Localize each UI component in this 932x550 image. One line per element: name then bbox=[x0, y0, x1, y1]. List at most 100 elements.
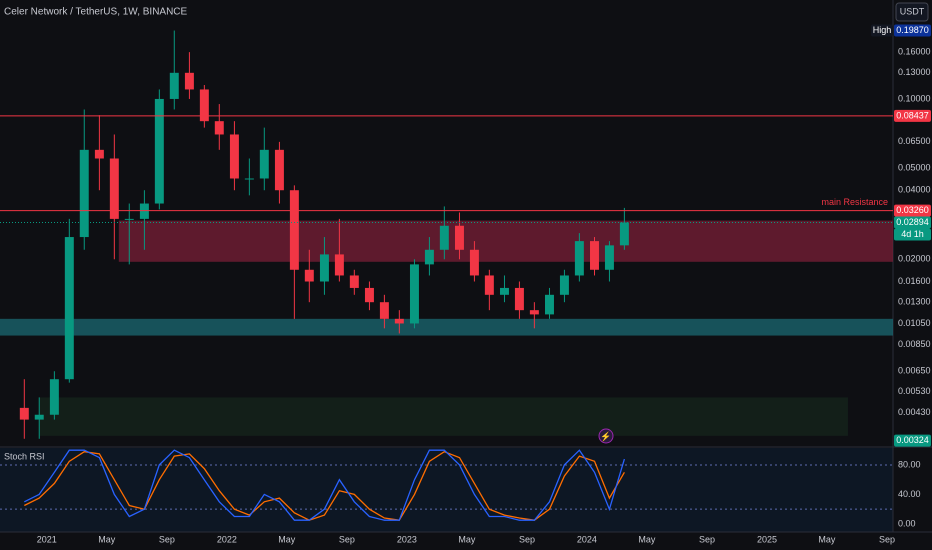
price-tag: High bbox=[873, 25, 892, 35]
price-label: 0.00324 bbox=[896, 435, 929, 445]
x-tick-label: Sep bbox=[339, 534, 355, 544]
candle-body bbox=[64, 237, 74, 380]
candle-body bbox=[244, 178, 254, 180]
price-label: 0.02894 bbox=[896, 217, 929, 227]
y-tick-label: 0.00430 bbox=[898, 407, 931, 417]
y-tick-label: 0.00650 bbox=[898, 366, 931, 376]
price-label-box bbox=[894, 24, 931, 37]
y-tick-label: 0.04000 bbox=[898, 185, 931, 195]
candle-body bbox=[349, 275, 359, 288]
candle-body bbox=[34, 414, 44, 420]
candle-body bbox=[259, 149, 269, 179]
zone bbox=[39, 397, 848, 436]
candle-body bbox=[19, 407, 29, 420]
y-tick-label: 0.16000 bbox=[898, 47, 931, 57]
candle-body bbox=[214, 121, 224, 135]
alert-icon-glyph[interactable]: ⚡ bbox=[600, 430, 611, 442]
y-tick-label: 0.01050 bbox=[898, 318, 931, 328]
price-label-box bbox=[894, 216, 931, 229]
candle-body bbox=[139, 203, 149, 219]
candle-body bbox=[289, 190, 299, 270]
candle-body bbox=[304, 269, 314, 282]
x-tick-label: 2025 bbox=[757, 534, 777, 544]
x-tick-label: 2023 bbox=[397, 534, 417, 544]
candle-body bbox=[229, 134, 239, 179]
x-tick-label: 2021 bbox=[37, 534, 57, 544]
chart-title: Celer Network / TetherUS, 1W, BINANCE bbox=[4, 7, 188, 18]
price-label: 0.03260 bbox=[896, 205, 929, 215]
indicator-title: Stoch RSI bbox=[4, 451, 45, 461]
zone bbox=[118, 220, 894, 262]
x-tick-label: May bbox=[638, 534, 656, 544]
candle-body bbox=[49, 379, 59, 415]
countdown-box bbox=[894, 228, 931, 241]
candle-body bbox=[619, 222, 629, 246]
plot-layer: 0.16000 0.13000 0.10000 0.06500 0.05000 0.040… bbox=[0, 24, 931, 544]
candle-body bbox=[529, 310, 539, 315]
price-label-box bbox=[894, 109, 931, 122]
zone bbox=[0, 318, 893, 336]
stoch-line bbox=[24, 450, 625, 521]
candle-body bbox=[559, 275, 569, 295]
candle-body bbox=[409, 264, 419, 324]
candle-body bbox=[574, 241, 584, 276]
candle-body bbox=[424, 249, 434, 265]
y-tick-label: 0.00850 bbox=[898, 339, 931, 349]
candle-body bbox=[184, 72, 194, 90]
y-tick-label: 0.10000 bbox=[898, 93, 931, 103]
candle-body bbox=[439, 225, 449, 250]
x-tick-label: May bbox=[818, 534, 836, 544]
price-label: 0.19870 bbox=[896, 25, 929, 35]
y-tick-label: 80.00 bbox=[898, 459, 921, 469]
x-tick-label: 2024 bbox=[577, 534, 597, 544]
candle-body bbox=[319, 254, 329, 282]
y-tick-label: 0.00530 bbox=[898, 386, 931, 396]
alert-icon[interactable] bbox=[598, 428, 614, 444]
y-tick-label: 0.01600 bbox=[898, 276, 931, 286]
y-tick-label: 0.13000 bbox=[898, 67, 931, 77]
currency-label[interactable]: USDT bbox=[900, 6, 925, 16]
x-tick-label: May bbox=[98, 534, 116, 544]
indicator-pane bbox=[0, 448, 893, 532]
price-label-box bbox=[894, 204, 931, 217]
x-tick-label: Sep bbox=[519, 534, 535, 544]
x-tick-label: Sep bbox=[699, 534, 715, 544]
candle-body bbox=[484, 275, 494, 295]
candle-body bbox=[604, 245, 614, 270]
x-tick-label: May bbox=[458, 534, 476, 544]
candle-body bbox=[469, 249, 479, 276]
x-tick-label: 2022 bbox=[217, 534, 237, 544]
candle-body bbox=[274, 149, 284, 191]
candle-body bbox=[590, 241, 599, 270]
candle-body bbox=[199, 89, 209, 122]
stoch-line bbox=[24, 449, 626, 521]
y-tick-label: 0.05000 bbox=[898, 162, 931, 172]
candle-body bbox=[154, 98, 164, 204]
candle-body bbox=[379, 302, 389, 319]
annotation: main Resistance bbox=[821, 197, 888, 207]
candle-body bbox=[94, 149, 104, 159]
y-tick-label: 0.01300 bbox=[898, 297, 931, 307]
candle-body bbox=[334, 254, 344, 276]
price-label-box bbox=[894, 434, 931, 447]
price-tag-box bbox=[871, 24, 893, 37]
y-tick-label: 0.00 bbox=[898, 518, 916, 528]
candle-body bbox=[394, 318, 404, 324]
candle-body bbox=[109, 158, 119, 219]
x-tick-label: May bbox=[278, 534, 296, 544]
countdown: 4d 1h bbox=[901, 229, 924, 239]
candle-body bbox=[545, 294, 554, 315]
candle-body bbox=[124, 218, 134, 220]
y-tick-label: 40.00 bbox=[898, 489, 921, 499]
candle-body bbox=[514, 287, 524, 311]
candle-body bbox=[499, 287, 509, 295]
currency-button[interactable] bbox=[895, 2, 929, 22]
y-tick-label: 0.02000 bbox=[898, 254, 931, 264]
candle-body bbox=[169, 72, 179, 99]
candle-body bbox=[79, 149, 89, 238]
candle-body bbox=[364, 287, 374, 303]
price-label: 0.08437 bbox=[896, 110, 929, 120]
candle-body bbox=[454, 225, 464, 250]
